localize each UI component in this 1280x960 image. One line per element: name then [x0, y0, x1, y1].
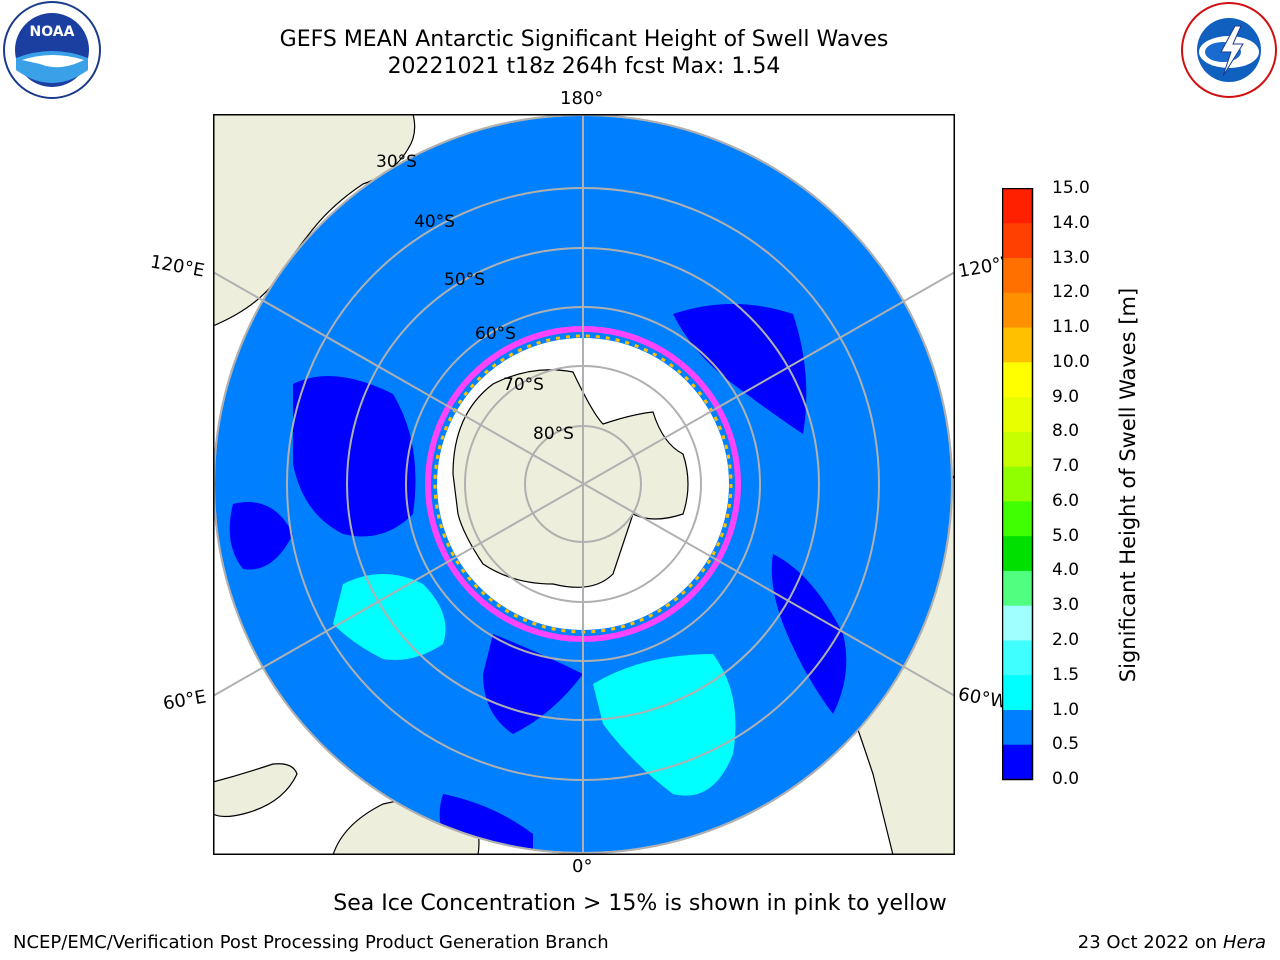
lat-label-60s: 60°S	[475, 324, 516, 344]
low-swell-south	[483, 634, 583, 734]
map-title: GEFS MEAN Antarctic Significant Height o…	[279, 27, 889, 52]
colorbar-tick: 15.0	[1052, 178, 1090, 198]
low-swell-southwest	[229, 502, 293, 570]
colorbar-swatch	[1002, 257, 1033, 293]
colorbar-tick: 6.0	[1052, 490, 1080, 511]
lon-label-120e: 120°E	[148, 251, 207, 282]
antarctica-land	[452, 369, 689, 588]
polar-map	[213, 114, 955, 855]
colorbar-swatch	[1002, 744, 1033, 780]
lat-label-40s: 40°S	[414, 212, 455, 232]
colorbar-swatch	[1002, 222, 1033, 259]
colorbar-tick: 1.5	[1052, 664, 1080, 685]
colorbar-swatch	[1002, 500, 1033, 537]
credit-text: NCEP/EMC/Verification Post Processing Pr…	[13, 932, 609, 953]
colorbar-tick: 5.0	[1052, 525, 1080, 546]
lat-label-50s: 50°S	[444, 270, 485, 290]
colorbar-tick: 11.0	[1052, 317, 1090, 338]
run-date: 23 Oct 2022 on Hera	[1077, 932, 1266, 953]
colorbar-swatch	[1002, 327, 1033, 363]
colorbar-swatch	[1002, 709, 1033, 745]
lon-label-60e: 60°E	[161, 686, 208, 715]
sea-ice-note: Sea Ice Concentration > 15% is shown in …	[333, 891, 947, 916]
nws-logo	[1181, 2, 1277, 98]
colorbar-tick: 1.0	[1052, 699, 1080, 720]
colorbar-tick: 4.0	[1052, 560, 1080, 581]
colorbar-tick: 12.0	[1052, 282, 1090, 303]
colorbar-tick: 3.0	[1052, 595, 1080, 616]
low-swell-south-america-coast	[771, 554, 847, 714]
colorbar-swatch	[1002, 188, 1033, 224]
madagascar-land	[213, 763, 298, 818]
lat-label-30s: 30°S	[376, 152, 417, 172]
colorbar-tick: 14.0	[1052, 212, 1090, 233]
map-subtitle: 20221021 t18z 264h fcst Max: 1.54	[387, 54, 781, 79]
colorbar-tick: 2.0	[1052, 629, 1080, 650]
colorbar-swatch	[1002, 361, 1033, 398]
colorbar-swatch	[1002, 431, 1033, 467]
lat-label-80s: 80°S	[533, 424, 574, 444]
colorbar-swatch	[1002, 466, 1033, 502]
colorbar-swatch	[1002, 674, 1033, 710]
australia-land	[213, 114, 416, 327]
higher-swell-indian-ocean	[333, 574, 446, 660]
lon-label-0: 0°	[572, 856, 593, 877]
lon-label-180: 180°	[560, 88, 604, 109]
colorbar-tick: 0.5	[1052, 734, 1080, 755]
colorbar-tick: 0.0	[1052, 769, 1080, 789]
noaa-logo: NOAA	[3, 1, 101, 99]
colorbar-tick: 13.0	[1052, 247, 1090, 268]
svg-text:NOAA: NOAA	[30, 24, 75, 40]
colorbar-swatch	[1002, 639, 1033, 676]
colorbar-swatch	[1002, 605, 1033, 641]
lat-label-70s: 70°S	[503, 375, 544, 395]
colorbar-tick: 7.0	[1052, 456, 1080, 477]
low-swell-east	[673, 304, 807, 434]
colorbar-swatch	[1002, 292, 1033, 328]
colorbar-tick: 8.0	[1052, 421, 1080, 442]
colorbar	[1002, 188, 1034, 781]
colorbar-tick: 10.0	[1052, 351, 1090, 372]
colorbar-swatch	[1002, 535, 1033, 571]
colorbar-swatch	[1002, 570, 1033, 606]
low-swell-west-ocean	[293, 376, 416, 537]
colorbar-tick: 9.0	[1052, 386, 1080, 407]
colorbar-label: Significant Height of Swell Waves [m]	[1116, 287, 1140, 683]
colorbar-swatch	[1002, 396, 1033, 432]
